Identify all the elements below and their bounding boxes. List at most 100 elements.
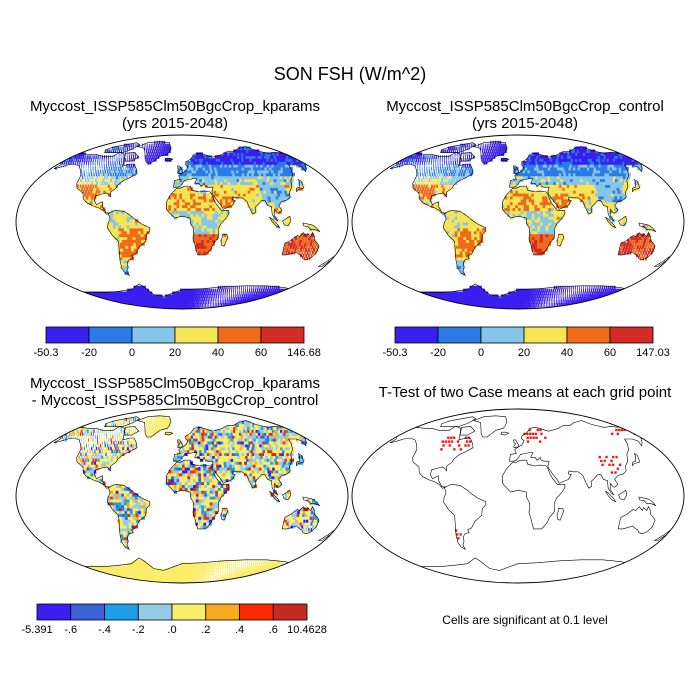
data-cell <box>418 190 421 194</box>
data-cell <box>586 166 592 171</box>
data-cell <box>274 288 277 293</box>
data-cell <box>542 222 547 226</box>
data-cell <box>457 251 461 255</box>
data-cell <box>88 187 91 191</box>
data-cell <box>232 172 237 177</box>
data-cell <box>95 158 97 162</box>
data-cell <box>534 236 538 240</box>
data-cell <box>431 190 434 194</box>
data-cell <box>200 248 204 252</box>
data-cell <box>107 149 109 153</box>
data-cell <box>474 239 478 243</box>
data-cell <box>550 181 555 185</box>
data-cell <box>177 178 181 182</box>
data-cell <box>580 187 585 191</box>
data-cell <box>585 297 588 301</box>
data-cell <box>560 195 565 200</box>
data-cell <box>176 210 180 214</box>
data-cell <box>435 303 443 307</box>
data-cell <box>97 155 99 159</box>
data-cell <box>201 236 205 240</box>
data-cell <box>609 285 612 290</box>
data-cell <box>206 303 208 307</box>
data-cell <box>75 294 83 298</box>
data-cell <box>84 175 86 180</box>
data-cell <box>101 187 104 191</box>
data-cell <box>452 236 456 240</box>
data-cell <box>582 195 586 200</box>
data-cell <box>198 288 201 293</box>
data-cell <box>251 285 253 290</box>
data-cell <box>529 169 533 174</box>
data-cell <box>126 219 131 223</box>
data-cell <box>124 213 128 217</box>
data-cell <box>267 297 270 301</box>
data-cell <box>260 288 263 293</box>
data-cell <box>231 161 237 165</box>
data-cell <box>92 190 96 194</box>
data-cell <box>92 297 100 301</box>
data-cell <box>88 169 90 174</box>
data-cell <box>200 155 204 159</box>
data-cell <box>101 181 104 185</box>
data-cell <box>509 204 514 209</box>
data-cell <box>87 184 90 188</box>
data-cell <box>98 300 106 304</box>
data-cell <box>608 297 612 301</box>
data-cell <box>634 251 637 255</box>
data-cell <box>454 233 459 238</box>
data-cell <box>304 239 308 243</box>
data-cell <box>124 230 128 235</box>
data-cell <box>84 300 92 304</box>
data-cell <box>191 175 196 180</box>
data-cell <box>617 178 623 182</box>
data-cell <box>579 166 585 171</box>
data-cell <box>463 306 469 309</box>
data-cell <box>226 158 231 162</box>
data-cell <box>198 227 202 232</box>
data-cell <box>444 164 446 168</box>
data-cell <box>116 303 122 307</box>
coastline-australia <box>281 231 320 261</box>
data-cell <box>101 175 104 180</box>
data-cell <box>549 190 554 194</box>
data-cell <box>518 198 522 203</box>
data-cell <box>438 303 446 307</box>
data-cell <box>481 288 486 293</box>
data-cell <box>520 213 525 217</box>
data-cell <box>267 306 272 309</box>
data-cell <box>208 155 213 159</box>
data-cell <box>172 303 175 307</box>
data-cell <box>265 190 271 194</box>
data-cell <box>526 204 530 209</box>
data-cell <box>127 158 129 162</box>
data-cell <box>601 285 603 290</box>
data-cell <box>182 213 186 217</box>
data-cell <box>414 297 422 301</box>
data-cell <box>81 164 83 168</box>
data-cell <box>572 285 574 290</box>
data-cell <box>271 201 276 206</box>
data-cell <box>648 242 651 246</box>
data-cell <box>118 216 122 220</box>
data-cell <box>211 198 216 203</box>
data-cell <box>460 213 464 217</box>
data-cell <box>198 207 202 211</box>
data-cell <box>315 248 318 252</box>
data-cell <box>215 224 219 229</box>
data-cell <box>464 169 466 174</box>
data-cell <box>535 178 539 182</box>
data-cell <box>428 164 430 168</box>
data-cell <box>545 297 547 301</box>
data-cell <box>132 224 136 229</box>
data-cell <box>222 184 227 188</box>
data-cell <box>89 303 97 307</box>
data-cell <box>72 155 75 159</box>
data-cell <box>140 233 145 238</box>
data-cell <box>184 175 188 180</box>
data-cell <box>559 291 561 296</box>
data-cell <box>567 178 572 182</box>
data-cell <box>451 233 456 238</box>
data-cell <box>545 300 547 304</box>
data-cell <box>270 303 275 307</box>
